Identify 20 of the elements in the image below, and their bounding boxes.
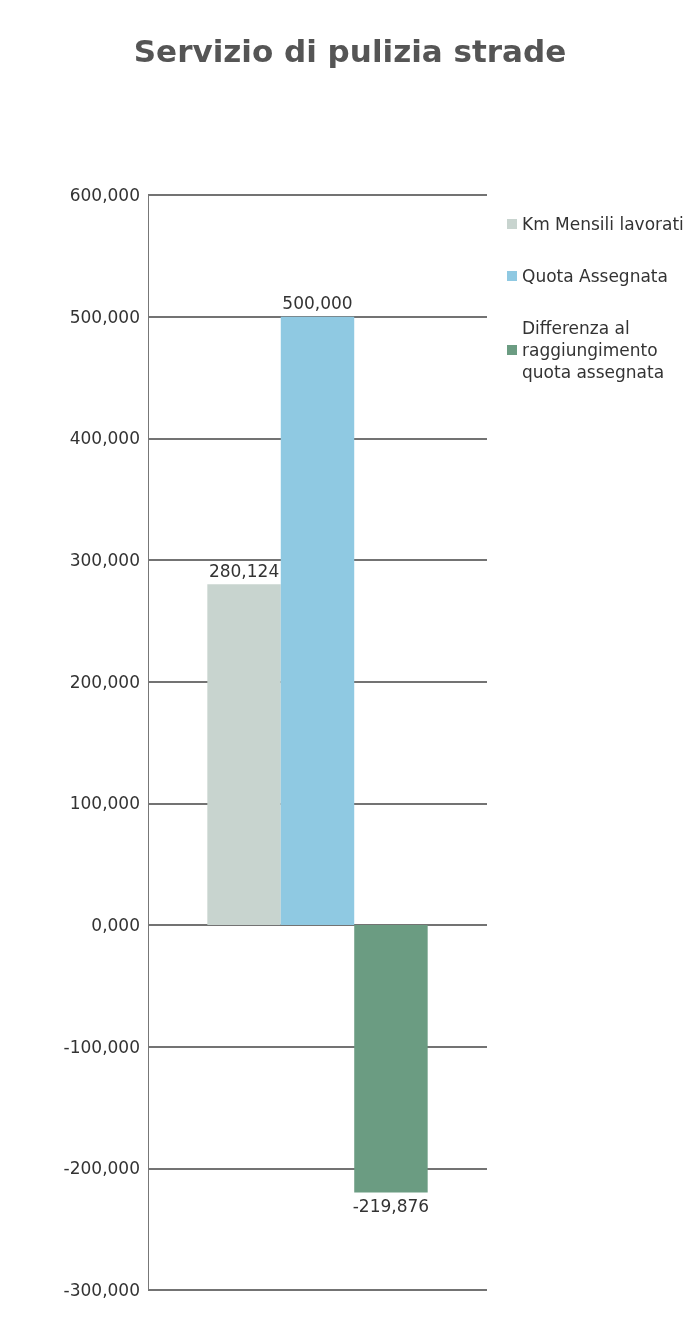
chart-title: Servizio di pulizia strade xyxy=(133,32,567,69)
y-tick-label: 200,000 xyxy=(69,671,140,692)
bar xyxy=(280,316,355,925)
y-tick-label: -200,000 xyxy=(63,1158,140,1179)
data-label: 280,124 xyxy=(208,560,280,581)
y-tick-label: 600,000 xyxy=(69,185,140,205)
y-tick-label: 400,000 xyxy=(69,428,140,449)
y-tick-label: 100,000 xyxy=(69,793,140,814)
legend-label: Differenza al raggiungimento quota assegnata xyxy=(522,318,665,382)
y-tick-label: 500,000 xyxy=(69,306,140,327)
y-tick-label: 300,000 xyxy=(69,550,140,570)
y-tick-label: 0,000 xyxy=(91,915,140,935)
legend-label: Km Mensili lavorati xyxy=(522,214,684,234)
y-tick-label: -300,000 xyxy=(63,1280,140,1300)
y-tick-label: -100,000 xyxy=(63,1036,140,1057)
legend-label: Quota Assegnata xyxy=(522,266,668,286)
bar xyxy=(354,925,428,1193)
data-label: -219,876 xyxy=(352,1196,430,1217)
bar xyxy=(207,584,281,925)
data-label: 500,000 xyxy=(282,293,353,314)
